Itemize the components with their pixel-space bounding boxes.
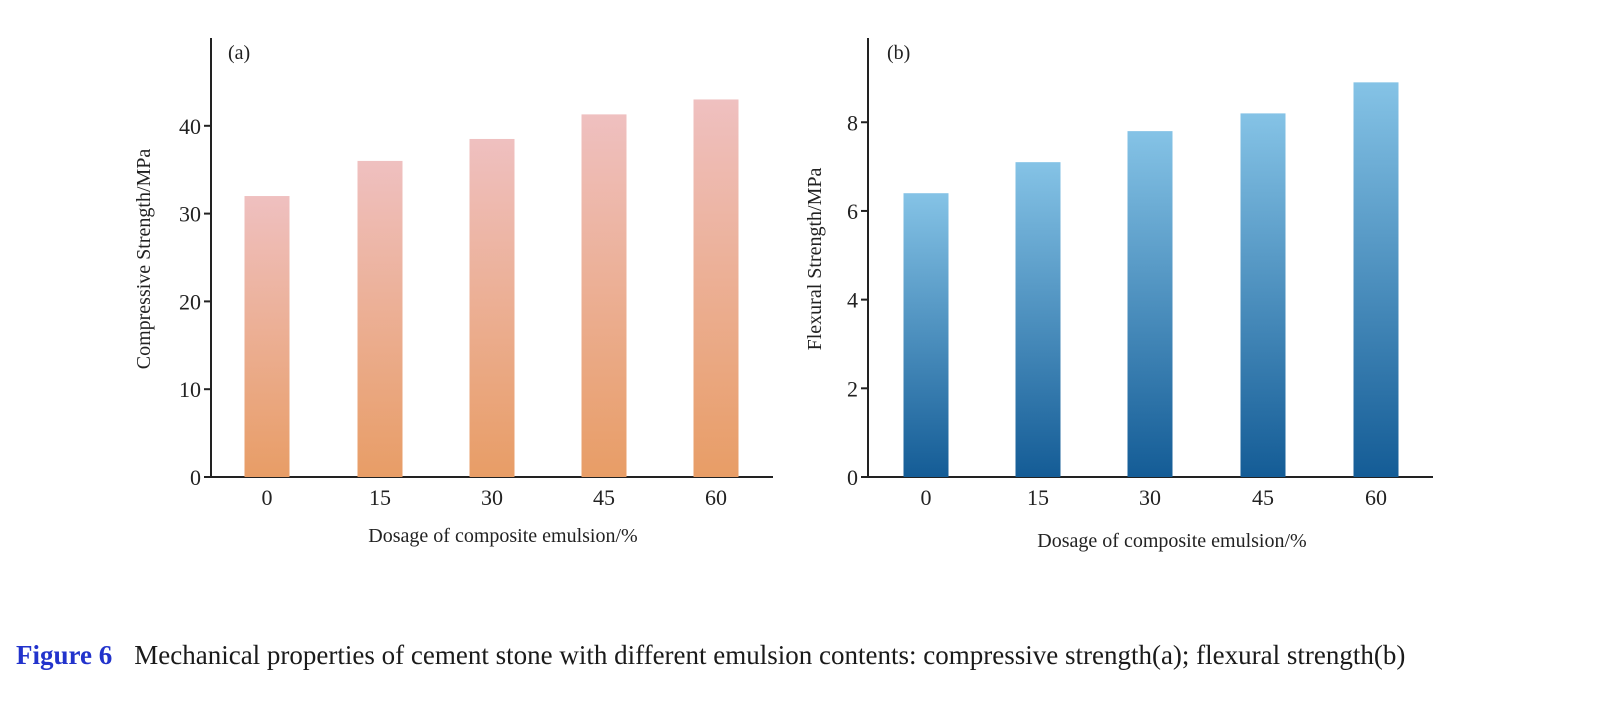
bar bbox=[1127, 131, 1173, 477]
figure-caption: Figure 6 Mechanical properties of cement … bbox=[16, 640, 1596, 671]
bar bbox=[581, 114, 627, 478]
bars bbox=[244, 99, 739, 478]
panel-label: (b) bbox=[887, 42, 910, 64]
x-tick-label: 45 bbox=[593, 485, 615, 510]
flexural-strength-chart: (b) Dosage of composite emulsion/% Flexu… bbox=[804, 38, 1433, 552]
y-tick-label: 0 bbox=[190, 465, 201, 490]
bar bbox=[469, 138, 515, 477]
x-tick-label: 60 bbox=[1365, 485, 1387, 510]
panel-label: (a) bbox=[228, 42, 250, 64]
bar bbox=[693, 99, 739, 478]
x-tick-label: 45 bbox=[1252, 485, 1274, 510]
y-axis-title: Compressive Strength/MPa bbox=[133, 149, 155, 370]
bar bbox=[1240, 113, 1286, 477]
x-axis-title: Dosage of composite emulsion/% bbox=[368, 525, 637, 547]
y-tick-label: 30 bbox=[179, 202, 201, 227]
y-ticks: 0 2 4 6 8 bbox=[847, 110, 868, 490]
y-tick-label: 10 bbox=[179, 377, 201, 402]
y-tick-label: 6 bbox=[847, 199, 858, 224]
bar bbox=[357, 160, 403, 478]
x-tick-labels: 0 15 30 45 60 bbox=[921, 485, 1388, 510]
compressive-strength-chart: (a) Dosage of composite emulsion/% Compr… bbox=[133, 38, 773, 547]
bars bbox=[903, 82, 1399, 477]
y-tick-label: 40 bbox=[179, 114, 201, 139]
figure-label: Figure 6 bbox=[16, 640, 113, 670]
y-tick-label: 4 bbox=[847, 288, 858, 313]
bar bbox=[1353, 82, 1399, 477]
x-tick-labels: 0 15 30 45 60 bbox=[262, 485, 728, 510]
x-tick-label: 0 bbox=[921, 485, 932, 510]
x-tick-label: 15 bbox=[1027, 485, 1049, 510]
x-tick-label: 30 bbox=[481, 485, 503, 510]
x-tick-label: 15 bbox=[369, 485, 391, 510]
x-tick-label: 0 bbox=[262, 485, 273, 510]
y-tick-label: 20 bbox=[179, 289, 201, 314]
y-axis-title: Flexural Strength/MPa bbox=[804, 167, 826, 350]
y-tick-label: 8 bbox=[847, 110, 858, 135]
bar bbox=[903, 193, 949, 477]
bar bbox=[244, 196, 290, 478]
y-tick-label: 2 bbox=[847, 376, 858, 401]
y-ticks: 0 10 20 30 40 bbox=[179, 114, 211, 490]
y-tick-label: 0 bbox=[847, 465, 858, 490]
x-axis-title: Dosage of composite emulsion/% bbox=[1037, 530, 1306, 552]
x-tick-label: 60 bbox=[705, 485, 727, 510]
x-tick-label: 30 bbox=[1139, 485, 1161, 510]
caption-text: Mechanical properties of cement stone wi… bbox=[134, 640, 1406, 670]
bar bbox=[1015, 162, 1061, 477]
